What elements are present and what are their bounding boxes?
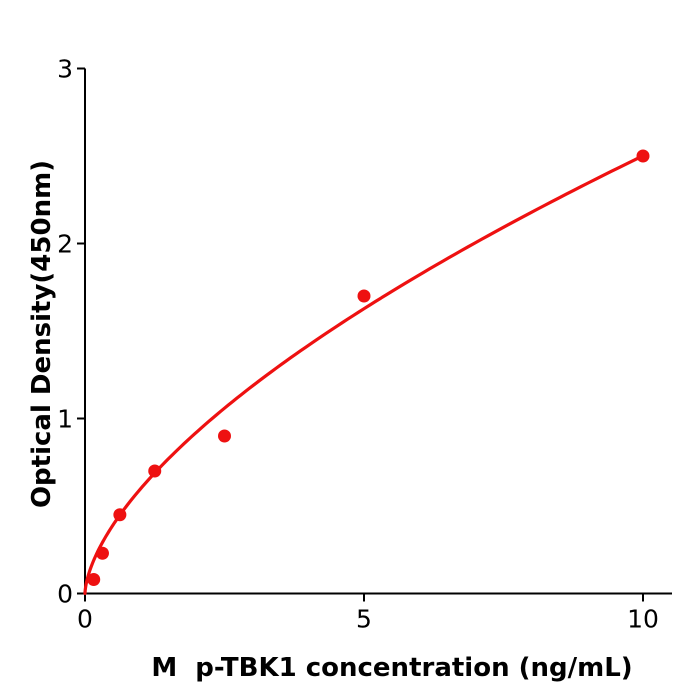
data-point: [357, 289, 371, 303]
y-tick-label: 0: [57, 580, 73, 609]
x-tick-label: 10: [627, 605, 659, 634]
x-tick-label: 5: [356, 605, 372, 634]
y-tick-label: 1: [57, 405, 73, 434]
y-tick-label: 3: [57, 55, 73, 84]
fit-curve-layer: [83, 154, 645, 596]
data-point: [87, 573, 101, 586]
data-point: [113, 508, 127, 522]
x-axis-title: M p-TBK1 concentration (ng/mL): [151, 653, 632, 683]
axes-layer: 0 5 10 0 1 2 3: [57, 55, 672, 634]
data-point: [636, 149, 650, 163]
y-axis-title: Optical Density(450nm): [27, 160, 57, 508]
data-points-layer: [87, 149, 650, 586]
data-point: [148, 464, 162, 478]
data-point: [95, 546, 109, 560]
x-tick-label: 0: [77, 605, 93, 634]
y-tick-label: 2: [57, 230, 73, 259]
fit-curve: [83, 154, 645, 596]
data-point: [218, 429, 231, 443]
